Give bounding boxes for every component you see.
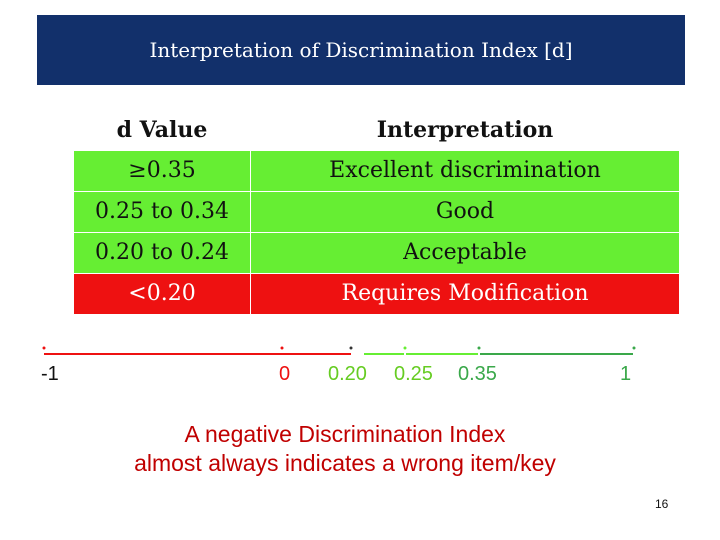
scale-dot xyxy=(632,346,636,350)
table-row: 0.25 to 0.34 Good xyxy=(73,191,680,233)
row-value: <0.20 xyxy=(73,273,251,315)
discrimination-scale: -1 0 0.20 0.25 0.35 1 xyxy=(0,330,720,390)
scale-dot xyxy=(42,346,46,350)
scale-label-neg1: -1 xyxy=(41,363,59,385)
note-line-2: almost always indicates a wrong item/key xyxy=(134,450,556,476)
scale-dot xyxy=(477,346,481,350)
scale-line xyxy=(42,346,636,355)
table-row: 0.20 to 0.24 Acceptable xyxy=(73,232,680,274)
row-value: ≥0.35 xyxy=(73,150,251,192)
table-row: ≥0.35 Excellent discrimination xyxy=(73,150,680,192)
table-header-row: d Value Interpretation xyxy=(73,110,680,151)
row-interpretation: Excellent discrimination xyxy=(250,150,680,192)
slide-title: Interpretation of Discrimination Index [… xyxy=(149,38,573,62)
scale-label-0: 0 xyxy=(279,363,291,385)
header-d-value: d Value xyxy=(73,110,251,151)
scale-dot xyxy=(280,346,284,350)
page-number: 16 xyxy=(655,497,669,511)
scale-dot xyxy=(403,346,407,350)
interpretation-table: d Value Interpretation ≥0.35 Excellent d… xyxy=(73,110,680,315)
scale-dot xyxy=(349,346,353,350)
negative-index-note: A negative Discrimination Index almost a… xyxy=(0,420,690,478)
row-value: 0.25 to 0.34 xyxy=(73,191,251,233)
row-interpretation: Good xyxy=(250,191,680,233)
scale-label-025: 0.25 xyxy=(394,363,433,385)
header-interpretation: Interpretation xyxy=(250,110,680,151)
table-row: <0.20 Requires Modification xyxy=(73,273,680,315)
scale-label-035: 0.35 xyxy=(458,363,497,385)
row-interpretation: Acceptable xyxy=(250,232,680,274)
row-value: 0.20 to 0.24 xyxy=(73,232,251,274)
scale-label-020: 0.20 xyxy=(328,363,367,385)
note-line-1: A negative Discrimination Index xyxy=(184,421,506,447)
slide-title-bar: Interpretation of Discrimination Index [… xyxy=(37,15,685,85)
scale-label-1: 1 xyxy=(620,363,632,385)
row-interpretation: Requires Modification xyxy=(250,273,680,315)
